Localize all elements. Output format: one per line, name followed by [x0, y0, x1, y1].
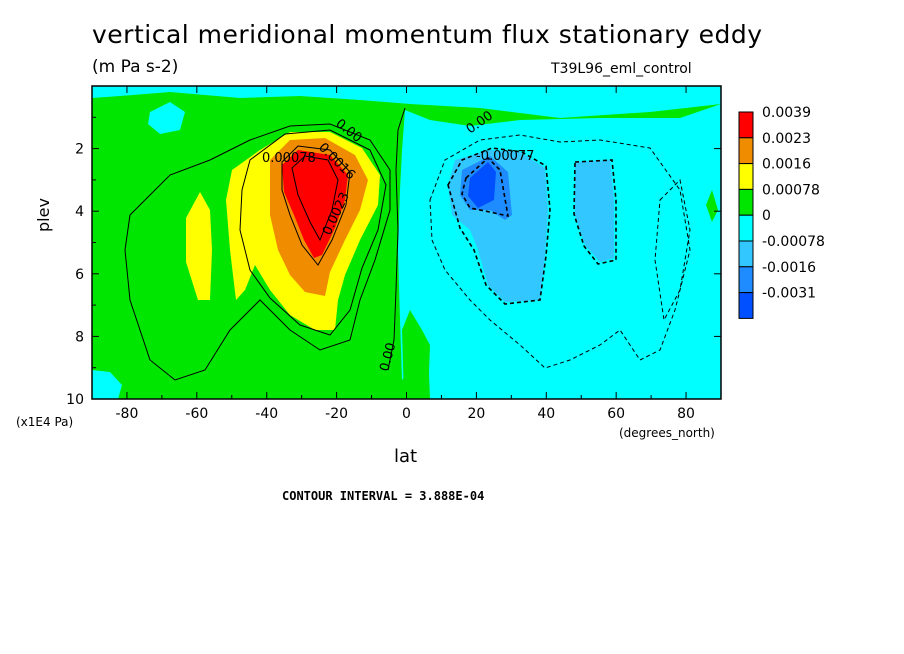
x-tick-label: 60	[607, 406, 625, 422]
colorbar-label: 0.00078	[762, 182, 820, 198]
region-negative-top	[92, 86, 721, 118]
region-negative-right	[398, 104, 721, 399]
colorbar-swatch	[738, 240, 754, 268]
region-negative-island-2	[92, 370, 122, 399]
x-tick-label: 20	[467, 406, 485, 422]
chart-units: (m Pa s-2)	[92, 57, 179, 77]
colorbar-swatch	[738, 266, 754, 294]
positive-contours	[124, 107, 406, 381]
y-tick-label: 6	[75, 267, 84, 283]
colorbar-swatch	[738, 163, 754, 190]
colorbar-label: 0.0023	[762, 131, 811, 147]
x-tick-label: 80	[677, 406, 695, 422]
region-negative-medium-2	[575, 160, 614, 262]
x-axis: -80 -60 -40 -20 0 20 40 60 80	[91, 86, 722, 422]
colorbar-label: -0.0016	[762, 260, 816, 276]
x-axis-label: lat	[394, 446, 418, 467]
contour-label-pos-1: 0.00078	[262, 151, 316, 166]
y-tick-label: 10	[66, 392, 84, 408]
chart-title: vertical meridional momentum flux statio…	[92, 20, 763, 49]
colorbar-swatch	[738, 214, 754, 242]
x-tick-label: -60	[185, 406, 208, 422]
x-tick-label: 40	[537, 406, 555, 422]
colorbar-swatch	[738, 111, 754, 139]
x-tick-label: -20	[325, 406, 348, 422]
x-tick-label: -80	[116, 406, 139, 422]
region-positive-right-edge	[706, 190, 718, 222]
colorbar-swatch	[738, 137, 754, 165]
region-positive-equator	[402, 310, 430, 399]
colorbar-swatch	[738, 188, 754, 216]
contour-label-zero-3: 0.00	[377, 341, 399, 373]
x-tick-label: 0	[402, 406, 411, 422]
y-axis: 2 4 6 8 10	[66, 116, 721, 408]
y-tick-label: 8	[75, 329, 84, 345]
filled-contours	[92, 86, 721, 399]
region-negative-island-1	[148, 102, 185, 134]
colorbar-label: 0.0039	[762, 105, 811, 121]
y-axis-unit: (x1E4 Pa)	[16, 415, 74, 429]
colorbar-label: 0.0016	[762, 157, 811, 173]
y-tick-label: 4	[75, 204, 84, 220]
colorbar: 0.0039 0.0023 0.0016 0.00078 0 -0.00078 -0.001…	[738, 105, 825, 319]
region-negative-core	[468, 162, 496, 208]
negative-contours	[429, 134, 691, 369]
colorbar-label: 0	[762, 208, 771, 224]
contour-interval: CONTOUR INTERVAL = 3.888E-04	[282, 489, 485, 503]
contour-label-neg: -0.00077	[476, 149, 534, 164]
y-tick-label: 2	[75, 142, 84, 158]
colorbar-label: -0.0031	[762, 286, 816, 302]
x-tick-label: -40	[255, 406, 278, 422]
model-name: T39L96_eml_control	[551, 61, 692, 77]
colorbar-swatch	[738, 292, 754, 319]
region-positive-medium-2	[186, 192, 212, 300]
region-positive-core	[282, 150, 348, 258]
colorbar-label: -0.00078	[762, 234, 825, 250]
x-axis-unit: (degrees_north)	[619, 426, 715, 440]
